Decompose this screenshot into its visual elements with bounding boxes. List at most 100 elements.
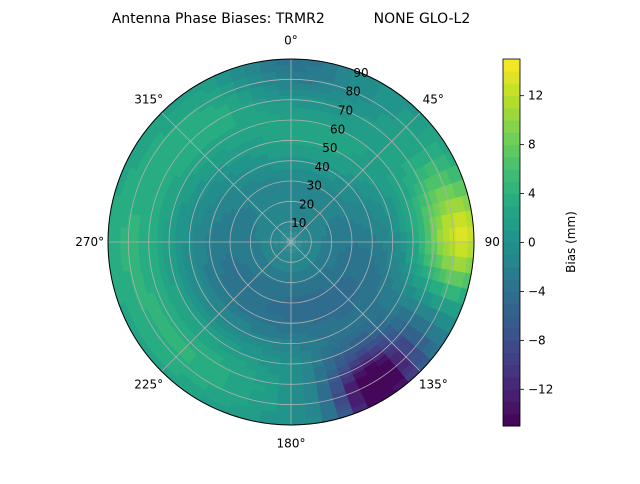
bias-cell xyxy=(357,235,366,243)
bias-cell xyxy=(313,228,321,234)
bias-cell xyxy=(243,406,262,418)
bias-cell xyxy=(216,390,235,404)
bias-cell xyxy=(438,153,453,172)
bias-cell xyxy=(390,168,404,183)
bias-cell xyxy=(418,230,427,244)
bias-cell xyxy=(378,111,395,127)
bias-cell xyxy=(348,135,363,148)
bias-cell xyxy=(297,242,304,245)
bias-cell xyxy=(172,198,183,212)
bias-cell xyxy=(268,217,276,225)
bias-cell xyxy=(222,379,239,392)
bias-cell xyxy=(210,119,226,133)
bias-cell xyxy=(210,234,219,242)
bias-cell xyxy=(274,405,291,414)
bias-cell xyxy=(243,60,263,72)
angular-tick-label: 45° xyxy=(423,93,444,107)
bias-cell xyxy=(221,85,239,99)
bias-cell xyxy=(333,358,349,370)
angular-grid-line xyxy=(290,241,421,372)
bias-cell xyxy=(262,226,270,232)
bias-cell xyxy=(272,243,280,247)
bias-cell xyxy=(178,118,195,135)
bias-cell xyxy=(162,229,170,242)
bias-cell xyxy=(288,242,291,249)
radial-tick-label: 40 xyxy=(314,160,329,174)
bias-cell xyxy=(439,283,451,301)
bias-cell xyxy=(216,234,225,242)
bias-cell xyxy=(136,325,152,344)
bias-cell xyxy=(272,200,279,209)
bias-cell xyxy=(272,245,280,249)
bias-cell xyxy=(164,324,179,341)
bias-cell xyxy=(373,200,384,212)
bias-cell xyxy=(274,221,281,228)
bias-cell xyxy=(280,345,291,353)
bias-cell xyxy=(290,266,294,274)
bias-cell xyxy=(168,230,176,242)
colorbar-segment xyxy=(503,95,520,109)
bias-cell xyxy=(402,325,417,342)
bias-cell xyxy=(279,244,286,250)
bias-cell xyxy=(109,270,121,290)
bias-cell xyxy=(287,235,291,242)
radial-tick-label: 20 xyxy=(299,197,314,211)
bias-cell xyxy=(179,166,192,181)
bias-cell xyxy=(302,244,310,248)
bias-cell xyxy=(329,181,340,192)
bias-cell xyxy=(293,247,298,254)
bias-cell xyxy=(341,97,358,110)
bias-cell xyxy=(395,306,408,321)
bias-cell xyxy=(272,236,280,240)
bias-cell xyxy=(307,231,315,236)
bias-cell xyxy=(208,135,223,149)
bias-cell xyxy=(461,194,473,214)
bias-cell xyxy=(284,242,291,245)
bias-cell xyxy=(168,240,176,253)
bias-cell xyxy=(279,251,285,259)
bias-cell xyxy=(290,278,295,286)
bias-cell xyxy=(400,309,414,325)
bias-cell xyxy=(220,135,235,148)
bias-cell xyxy=(296,224,301,232)
bias-cell xyxy=(152,163,165,181)
bias-cell xyxy=(417,131,433,149)
bias-cell xyxy=(144,338,161,357)
bias-cell xyxy=(331,326,344,338)
bias-cell xyxy=(401,187,413,202)
colorbar-segment xyxy=(503,328,520,341)
bias-cell xyxy=(423,292,436,309)
bias-cell xyxy=(291,59,309,66)
bias-cell xyxy=(399,362,417,380)
bias-cell xyxy=(399,200,410,214)
bias-cell xyxy=(260,248,269,253)
bias-cell xyxy=(362,361,379,376)
bias-cell xyxy=(280,245,287,251)
bias-cell xyxy=(286,229,290,237)
bias-cell xyxy=(324,111,339,123)
bias-cell xyxy=(306,209,313,218)
bias-cell xyxy=(376,336,391,352)
colorbar-segment xyxy=(503,242,520,256)
bias-cell xyxy=(255,225,264,232)
bias-cell xyxy=(416,276,428,292)
bias-cell xyxy=(379,197,390,210)
bias-cell xyxy=(296,236,304,240)
bias-cell xyxy=(296,251,302,259)
bias-cell xyxy=(289,345,301,353)
bias-cell xyxy=(314,244,323,248)
bias-cell xyxy=(436,242,445,257)
bias-cell xyxy=(388,232,396,244)
bias-cell xyxy=(198,241,206,251)
bias-cell xyxy=(241,241,249,247)
colorbar-tick-label: 12 xyxy=(528,89,543,103)
bias-cell xyxy=(397,340,414,356)
bias-cell xyxy=(455,196,467,215)
bias-cell xyxy=(320,66,339,78)
bias-cell xyxy=(192,196,203,209)
bias-cell xyxy=(254,228,263,235)
bias-cell xyxy=(396,190,407,204)
bias-cell xyxy=(430,242,439,257)
bias-cell xyxy=(334,185,344,196)
bias-cell xyxy=(298,219,304,227)
